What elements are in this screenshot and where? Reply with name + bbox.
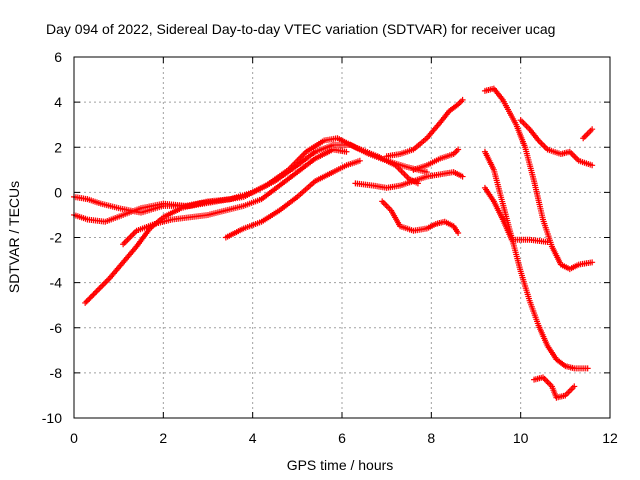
series-s5 — [222, 157, 363, 241]
series-markers — [352, 169, 466, 191]
axis-ticks: 0 2 4 6 8 10 12 -10 -8 -6 -4 -2 0 2 4 6 — [42, 49, 618, 446]
y-tick-label: 6 — [54, 49, 62, 65]
y-tick-label: -6 — [50, 320, 63, 336]
y-axis-label: SDTVAR / TECUs — [6, 181, 22, 293]
chart-title: Day 094 of 2022, Sidereal Day-to-day VTE… — [46, 21, 555, 37]
y-tick-label: 0 — [54, 184, 62, 200]
series-s13 — [517, 117, 596, 169]
series-markers — [481, 184, 551, 246]
series-markers — [481, 148, 591, 372]
y-tick-label: -10 — [42, 410, 62, 426]
series-markers — [517, 117, 596, 169]
series-s14 — [531, 374, 578, 401]
data-series-layer — [71, 85, 596, 401]
series-markers — [383, 96, 466, 160]
y-tick-label: -2 — [50, 230, 63, 246]
x-tick-label: 4 — [249, 430, 257, 446]
series-s15 — [580, 126, 596, 142]
series-s10 — [481, 85, 596, 273]
series-s11 — [481, 148, 591, 372]
series-s8 — [410, 146, 462, 173]
series-markers — [580, 126, 596, 142]
series-s12 — [481, 184, 551, 246]
series-s6 — [352, 169, 466, 191]
series-markers — [222, 157, 363, 241]
series-s4 — [120, 146, 350, 248]
series-markers — [379, 198, 462, 236]
grid-lines — [74, 57, 610, 418]
x-tick-label: 12 — [602, 430, 618, 446]
y-tick-label: -8 — [50, 365, 63, 381]
series-s3 — [82, 198, 216, 306]
series-markers — [120, 146, 350, 248]
y-tick-label: 2 — [54, 139, 62, 155]
x-tick-label: 8 — [427, 430, 435, 446]
series-markers — [481, 85, 596, 273]
x-axis-label: GPS time / hours — [287, 457, 394, 473]
series-s9 — [379, 198, 462, 236]
x-tick-label: 0 — [70, 430, 78, 446]
series-markers — [410, 146, 462, 173]
x-tick-label: 2 — [159, 430, 167, 446]
series-markers — [82, 198, 216, 306]
series-markers — [531, 374, 578, 401]
y-tick-label: -4 — [50, 275, 63, 291]
series-s7 — [383, 96, 466, 160]
x-tick-label: 6 — [338, 430, 346, 446]
y-tick-label: 4 — [54, 94, 62, 110]
x-tick-label: 10 — [513, 430, 529, 446]
